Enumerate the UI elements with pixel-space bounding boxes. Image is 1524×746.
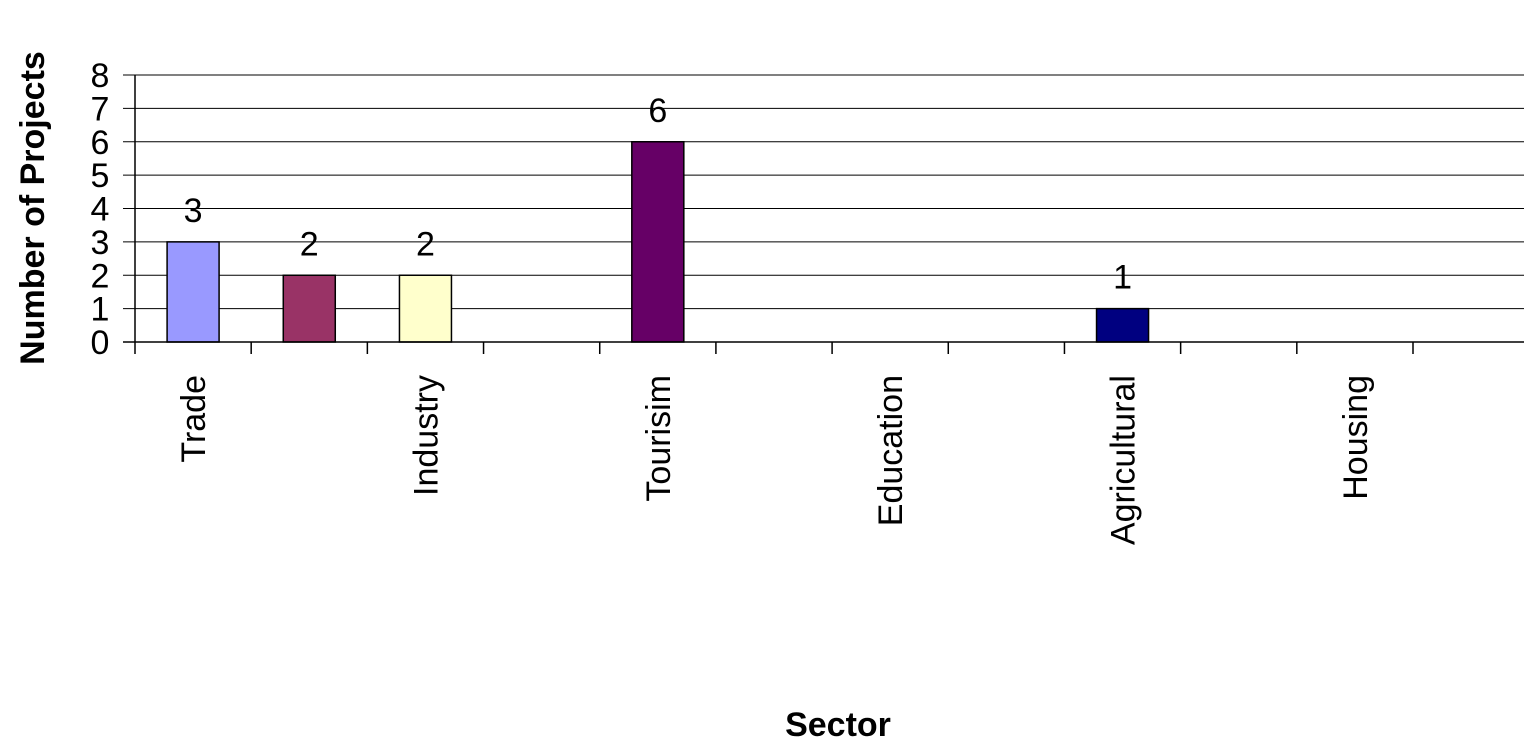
gridlines <box>123 74 1524 310</box>
data-label: 1 <box>1113 259 1132 297</box>
axes <box>123 75 1524 354</box>
bar <box>166 241 220 343</box>
y-tick-label: 6 <box>91 124 110 162</box>
data-label: 6 <box>648 92 667 130</box>
y-tick-label: 5 <box>91 157 110 195</box>
y-tick-label: 2 <box>91 257 110 295</box>
y-tick-label: 3 <box>91 224 110 262</box>
x-tick-label: Trade <box>175 375 213 463</box>
y-tick-label: 7 <box>91 90 110 128</box>
bar <box>1095 307 1150 343</box>
bar <box>398 274 453 343</box>
x-tick-label: Agricultural <box>1105 375 1143 545</box>
data-labels: 3 2 2 6 1 <box>184 92 1132 297</box>
y-tick-label: 1 <box>91 291 110 329</box>
y-tick-label: 8 <box>91 57 110 95</box>
y-tick-label: 0 <box>91 324 110 362</box>
x-tick-label: Education <box>872 375 910 526</box>
x-tick-label: Industry <box>407 375 445 496</box>
y-axis-title: Number of Projects <box>14 51 52 365</box>
x-tick-label: Tourisim <box>640 375 678 502</box>
x-axis-title: Sector <box>785 706 891 744</box>
bar <box>282 274 337 343</box>
data-label: 3 <box>184 192 203 230</box>
data-label: 2 <box>416 225 435 263</box>
data-label: 2 <box>300 225 319 263</box>
bar <box>631 141 685 343</box>
y-tick-label: 4 <box>91 191 110 229</box>
bars <box>166 141 1150 343</box>
x-tick-labels: Trade Industry Tourisim Education Agricultur… <box>175 375 1375 545</box>
x-tick-label: Housing <box>1337 375 1375 500</box>
